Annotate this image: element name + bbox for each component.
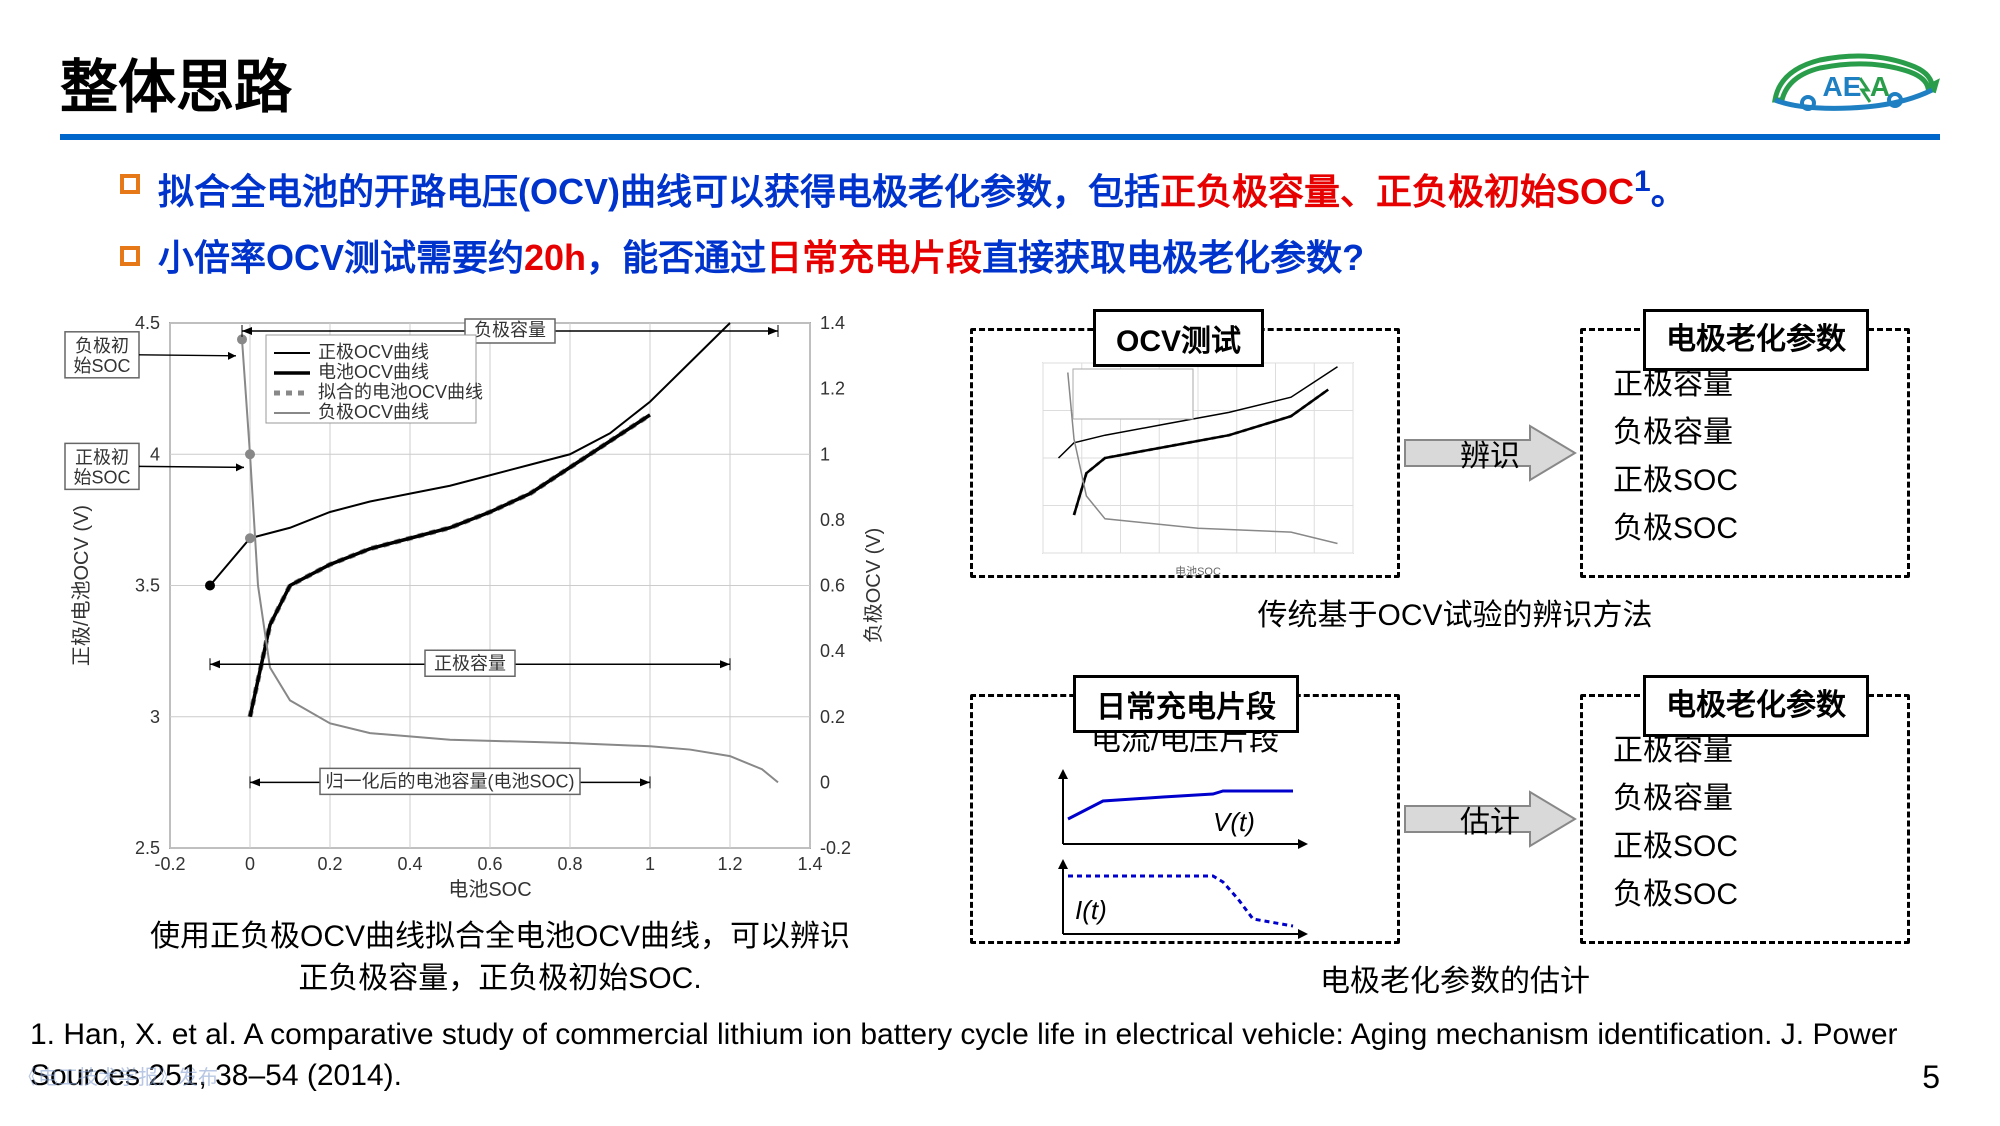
svg-text:负极容量: 负极容量 bbox=[474, 320, 546, 340]
svg-text:4: 4 bbox=[150, 445, 160, 465]
left-caption-l1: 使用正负极OCV曲线拟合全电池OCV曲线，可以辨识 bbox=[60, 916, 940, 958]
flow-row-1: OCV测试 电池SOC 辨识 电极老化参数 正极容量 负极容量 正极SOC 负极… bbox=[970, 328, 1940, 578]
arrow-estimate: 估计 bbox=[1400, 784, 1580, 854]
arrow1-label: 辨识 bbox=[1460, 431, 1520, 475]
right-column: OCV测试 电池SOC 辨识 电极老化参数 正极容量 负极容量 正极SOC 负极… bbox=[970, 298, 1940, 1008]
segment-chart: V(t) I(t) bbox=[973, 759, 1403, 949]
param-2b: 负极容量 bbox=[1613, 775, 1877, 823]
aesa-logo-icon: AE A bbox=[1760, 40, 1940, 120]
bullet2-red2: 日常充电片段 bbox=[766, 237, 982, 278]
svg-text:0.2: 0.2 bbox=[820, 707, 845, 727]
svg-text:0.6: 0.6 bbox=[477, 854, 502, 874]
ocv-test-label: OCV测试 bbox=[1093, 309, 1264, 367]
svg-text:1.4: 1.4 bbox=[820, 313, 845, 333]
svg-text:负极OCV (V): 负极OCV (V) bbox=[862, 528, 885, 644]
slide: 整体思路 AE A 拟合全电池的开路电压(OCV)曲线可以获得电极老化参数，包括… bbox=[0, 0, 2000, 1126]
svg-text:1: 1 bbox=[820, 445, 830, 465]
svg-text:正极OCV曲线: 正极OCV曲线 bbox=[318, 342, 429, 362]
svg-text:0.8: 0.8 bbox=[557, 854, 582, 874]
page-number: 5 bbox=[1922, 1059, 1940, 1096]
ocv-chart-svg: -0.200.20.40.60.811.21.42.533.544.5-0.20… bbox=[60, 298, 900, 908]
bullet1-red: 正负极容量、正负极初始SOC bbox=[1160, 171, 1634, 212]
params-box-1: 电极老化参数 正极容量 负极容量 正极SOC 负极SOC bbox=[1580, 328, 1910, 578]
bullet1-suffix: 。 bbox=[1651, 171, 1687, 212]
svg-text:0.4: 0.4 bbox=[397, 854, 422, 874]
svg-text:始SOC: 始SOC bbox=[73, 356, 130, 376]
svg-text:0.8: 0.8 bbox=[820, 510, 845, 530]
svg-text:1: 1 bbox=[645, 854, 655, 874]
svg-text:拟合的电池OCV曲线: 拟合的电池OCV曲线 bbox=[318, 382, 483, 402]
svg-text:电池OCV曲线: 电池OCV曲线 bbox=[318, 362, 429, 382]
svg-text:1.2: 1.2 bbox=[717, 854, 742, 874]
svg-text:0: 0 bbox=[820, 773, 830, 793]
title-row: 整体思路 AE A bbox=[60, 40, 1940, 124]
bullet1-prefix: 拟合全电池的开路电压(OCV)曲线可以获得电极老化参数，包括 bbox=[158, 171, 1160, 212]
bullet-1: 拟合全电池的开路电压(OCV)曲线可以获得电极老化参数，包括正负极容量、正负极初… bbox=[120, 160, 1940, 218]
flow-row-2: 日常充电片段 电流/电压片段 V(t)I(t) 估计 电极老化参数 正极容量 负… bbox=[970, 694, 1940, 944]
svg-text:4.5: 4.5 bbox=[135, 313, 160, 333]
page-title: 整体思路 bbox=[60, 40, 292, 124]
svg-text:正极/电池OCV (V): 正极/电池OCV (V) bbox=[70, 505, 93, 666]
param-1c: 正极SOC bbox=[1613, 457, 1877, 505]
params-label-1: 电极老化参数 bbox=[1643, 309, 1869, 371]
svg-text:电池SOC: 电池SOC bbox=[1175, 565, 1221, 578]
segment-label: 日常充电片段 bbox=[1073, 675, 1299, 733]
svg-text:0: 0 bbox=[245, 854, 255, 874]
svg-text:0.6: 0.6 bbox=[820, 576, 845, 596]
param-2c: 正极SOC bbox=[1613, 823, 1877, 871]
svg-text:AE: AE bbox=[1823, 71, 1862, 102]
bullet2-red1: 20h bbox=[524, 237, 586, 278]
svg-text:始SOC: 始SOC bbox=[73, 468, 130, 488]
row1-caption: 传统基于OCV试验的辨识方法 bbox=[970, 590, 1940, 634]
svg-text:正极初: 正极初 bbox=[75, 448, 129, 468]
svg-text:0.2: 0.2 bbox=[317, 854, 342, 874]
svg-text:电池SOC: 电池SOC bbox=[448, 878, 531, 901]
svg-text:A: A bbox=[1870, 71, 1890, 102]
params-box-2: 电极老化参数 正极容量 负极容量 正极SOC 负极SOC bbox=[1580, 694, 1910, 944]
bullet2-mid: ，能否通过 bbox=[586, 237, 766, 278]
arrow-identify: 辨识 bbox=[1400, 418, 1580, 488]
bullet-square-icon bbox=[120, 174, 140, 194]
params-label-2: 电极老化参数 bbox=[1643, 675, 1869, 737]
arrow2-label: 估计 bbox=[1460, 797, 1520, 841]
citation: 1. Han, X. et al. A comparative study of… bbox=[30, 1015, 1900, 1096]
svg-text:3: 3 bbox=[150, 707, 160, 727]
svg-text:3.5: 3.5 bbox=[135, 576, 160, 596]
ocv-test-box: OCV测试 电池SOC bbox=[970, 328, 1400, 578]
title-underline bbox=[60, 134, 1940, 140]
svg-text:归一化后的电池容量(电池SOC): 归一化后的电池容量(电池SOC) bbox=[326, 772, 575, 792]
svg-text:I(t): I(t) bbox=[1075, 895, 1107, 925]
svg-text:-0.2: -0.2 bbox=[820, 838, 851, 858]
svg-text:1.2: 1.2 bbox=[820, 379, 845, 399]
param-1d: 负极SOC bbox=[1613, 505, 1877, 553]
bullet-2: 小倍率OCV测试需要约20h，能否通过日常充电片段直接获取电极老化参数? bbox=[120, 232, 1940, 284]
mini-ocv-chart: 电池SOC bbox=[973, 343, 1403, 583]
ocv-chart: -0.200.20.40.60.811.21.42.533.544.5-0.20… bbox=[60, 298, 900, 908]
param-1b: 负极容量 bbox=[1613, 409, 1877, 457]
segment-box: 日常充电片段 电流/电压片段 V(t)I(t) bbox=[970, 694, 1400, 944]
left-column: -0.200.20.40.60.811.21.42.533.544.5-0.20… bbox=[60, 298, 940, 1008]
bullet-square-icon bbox=[120, 246, 140, 266]
content-row: -0.200.20.40.60.811.21.42.533.544.5-0.20… bbox=[60, 298, 1940, 1008]
svg-text:负极初: 负极初 bbox=[75, 336, 129, 356]
svg-text:负极OCV曲线: 负极OCV曲线 bbox=[318, 402, 429, 422]
svg-text:0.4: 0.4 bbox=[820, 642, 845, 662]
svg-text:V(t): V(t) bbox=[1213, 807, 1255, 837]
svg-text:1.4: 1.4 bbox=[797, 854, 822, 874]
svg-text:2.5: 2.5 bbox=[135, 838, 160, 858]
left-caption: 使用正负极OCV曲线拟合全电池OCV曲线，可以辨识 正负极容量，正负极初始SOC… bbox=[60, 916, 940, 1000]
left-caption-l2: 正负极容量，正负极初始SOC. bbox=[60, 958, 940, 1000]
bullet2-prefix: 小倍率OCV测试需要约 bbox=[158, 237, 524, 278]
row2-caption: 电极老化参数的估计 bbox=[970, 956, 1940, 1000]
svg-text:正极容量: 正极容量 bbox=[434, 654, 506, 674]
watermark: 《电工技术学报》发布 bbox=[18, 1061, 218, 1090]
bullet1-sup: 1 bbox=[1634, 165, 1651, 198]
param-2d: 负极SOC bbox=[1613, 871, 1877, 919]
bullet2-suffix: 直接获取电极老化参数? bbox=[982, 237, 1364, 278]
